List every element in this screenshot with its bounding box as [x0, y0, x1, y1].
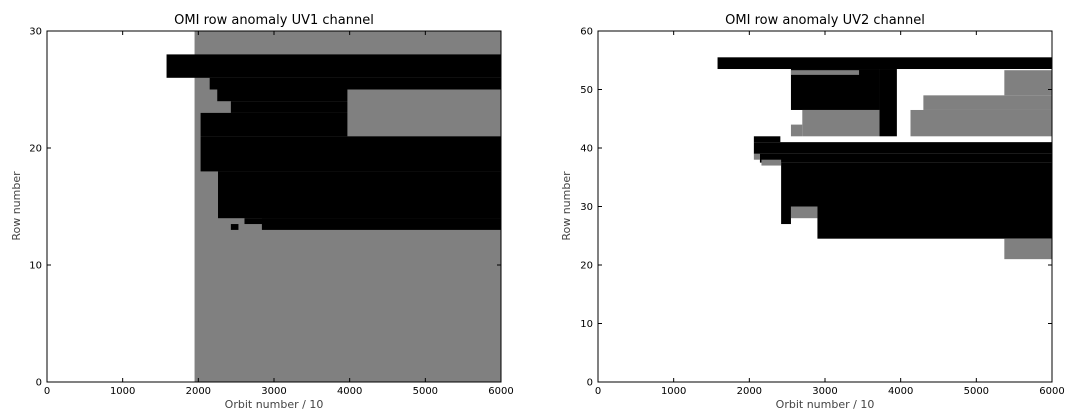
uv1-ytick-label: 10	[29, 261, 42, 272]
uv2-anomaly-region-13	[761, 159, 782, 166]
uv2-title: OMI row anomaly UV2 channel	[725, 13, 925, 28]
uv2-anomaly-region-14	[781, 162, 1052, 207]
uv2-xtick-label: 0	[595, 386, 601, 397]
uv1-ytick-label: 0	[36, 378, 42, 389]
uv2-anomaly-region-9	[753, 136, 781, 143]
uv2-anomaly-region-15	[790, 206, 818, 219]
uv1-xtick-label: 6000	[488, 386, 513, 397]
uv2-anomaly-region-16	[781, 206, 791, 225]
uv2-anomaly-region-12	[759, 153, 1052, 163]
uv2-xlabel: Orbit number / 10	[776, 398, 875, 411]
uv1-anomaly-region-2	[209, 77, 501, 90]
uv2-anomaly-region-17	[817, 206, 1052, 239]
uv2-anomaly-region-18	[1004, 238, 1052, 260]
uv2-anomaly-region-10	[753, 142, 1052, 154]
uv1-plot: OMI row anomaly UV1 channel Orbit number…	[10, 13, 514, 411]
uv2-ytick-label: 0	[587, 378, 593, 389]
uv2-xtick-label: 6000	[1039, 386, 1064, 397]
uv2-anomaly-region-5	[923, 95, 1052, 110]
uv1-xtick-label: 1000	[110, 386, 135, 397]
uv2-ytick-label: 60	[580, 27, 593, 38]
uv2-xtick-label: 3000	[812, 386, 837, 397]
uv2-anomaly-region-6	[910, 109, 1052, 137]
uv2-xtick-label: 5000	[964, 386, 989, 397]
uv2-plot: OMI row anomaly UV2 channel Orbit number…	[560, 13, 1065, 411]
uv2-ylabel: Row number	[560, 171, 573, 241]
uv1-ytick-label: 30	[29, 27, 42, 38]
uv2-xtick-label: 4000	[888, 386, 913, 397]
uv2-ytick-label: 30	[580, 202, 593, 213]
uv1-anomaly-region-6	[200, 136, 501, 172]
uv2-anomaly-region-11	[753, 153, 760, 160]
uv1-xtick-label: 2000	[186, 386, 211, 397]
uv2-xtick-label: 2000	[737, 386, 762, 397]
uv2-xtick-label: 1000	[661, 386, 686, 397]
uv1-xtick-label: 4000	[337, 386, 362, 397]
uv2-ytick-label: 50	[580, 85, 593, 96]
uv1-xlabel: Orbit number / 10	[225, 398, 324, 411]
uv2-anomaly-region-2	[879, 69, 897, 137]
uv1-anomaly-region-10	[261, 218, 501, 230]
uv1-xtick-label: 5000	[413, 386, 438, 397]
uv1-anomaly-region-11	[347, 89, 501, 137]
uv2-anomaly-region-3	[790, 70, 860, 75]
uv2-anomaly-region-0	[717, 57, 1052, 70]
uv1-anomaly-region-9	[230, 224, 239, 230]
uv2-anomaly-region-4	[1004, 70, 1052, 96]
uv1-anomaly-region-7	[218, 171, 501, 219]
uv1-ytick-label: 20	[29, 144, 42, 155]
uv1-xtick-label: 3000	[261, 386, 286, 397]
uv2-anomaly-region-7	[802, 109, 880, 137]
uv1-xtick-label: 0	[44, 386, 50, 397]
uv1-title: OMI row anomaly UV1 channel	[174, 13, 374, 28]
uv2-anomaly-region-8	[790, 124, 803, 137]
uv1-ylabel: Row number	[10, 171, 23, 241]
uv2-ytick-label: 10	[580, 319, 593, 330]
uv2-anomaly-region-1	[790, 69, 880, 110]
uv2-ytick-label: 40	[580, 144, 593, 155]
uv1-anomaly-region-1	[166, 54, 502, 78]
uv2-ytick-label: 20	[580, 261, 593, 272]
